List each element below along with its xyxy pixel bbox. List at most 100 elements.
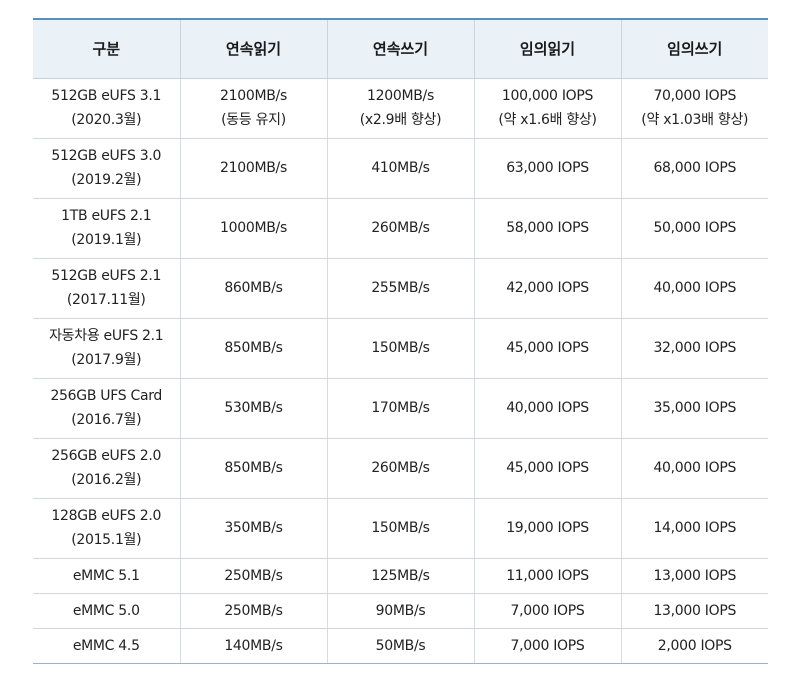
cell-rand-write: 2,000 IOPS — [620, 628, 768, 664]
table-body: 512GB eUFS 3.1 (2020.3월) 2100MB/s (동등 유지) 12… — [33, 78, 768, 664]
table-row: 128GB eUFS 2.0 (2015.1월) 350MB/s 150MB/s 19,… — [33, 498, 768, 559]
cell-category: eMMC 4.5 — [33, 628, 180, 664]
cell-text: 1200MB/s — [367, 88, 434, 104]
cell-category: 1TB eUFS 2.1 (2019.1월) — [33, 198, 180, 259]
cell-text: (2019.1월) — [71, 232, 142, 248]
cell-text: 7,000 IOPS — [510, 637, 585, 654]
header-rand-write: 임의쓰기 — [620, 18, 768, 79]
cell-rand-write: 70,000 IOPS (약 x1.03배 향상) — [620, 78, 768, 139]
cell-text: 250MB/s — [224, 567, 283, 584]
table-row: 256GB eUFS 2.0 (2016.2월) 850MB/s 260MB/s 45,… — [33, 438, 768, 499]
cell-text: 40,000 IOPS — [506, 400, 589, 416]
cell-text: 63,000 IOPS — [506, 160, 589, 176]
cell-seq-read: 850MB/s — [179, 438, 327, 499]
table-row: 256GB UFS Card (2016.7월) 530MB/s 170MB/s 40,… — [33, 378, 768, 439]
cell-text: 68,000 IOPS — [653, 160, 737, 176]
cell-text: 1000MB/s — [220, 220, 287, 236]
cell-text: 250MB/s — [224, 602, 283, 619]
cell-text: 410MB/s — [371, 160, 430, 176]
cell-text: (2016.7월) — [71, 412, 142, 428]
table-row: eMMC 5.0 250MB/s 90MB/s 7,000 IOPS 13,000 IO… — [33, 593, 768, 629]
cell-rand-write: 13,000 IOPS — [620, 558, 768, 594]
cell-text: 90MB/s — [375, 602, 426, 619]
spec-comparison-table: 구분 연속읽기 연속쓰기 임의읽기 임의쓰기 512GB eUFS 3.1 (20… — [33, 18, 768, 664]
cell-seq-write: 255MB/s — [326, 258, 474, 319]
cell-seq-read: 250MB/s — [179, 558, 327, 594]
cell-rand-read: 42,000 IOPS — [473, 258, 621, 319]
cell-text: 100,000 IOPS — [501, 88, 594, 104]
cell-seq-write: 125MB/s — [326, 558, 474, 594]
cell-text: 자동차용 eUFS 2.1 — [49, 328, 164, 344]
cell-seq-read: 2100MB/s — [179, 138, 327, 199]
cell-text: 512GB eUFS 3.0 — [51, 148, 162, 164]
cell-category: 512GB eUFS 3.0 (2019.2월) — [33, 138, 180, 199]
cell-text: 19,000 IOPS — [506, 520, 589, 536]
cell-text: 7,000 IOPS — [510, 602, 585, 619]
cell-text: 512GB eUFS 3.1 — [51, 88, 162, 104]
cell-text: 2,000 IOPS — [657, 637, 732, 654]
cell-text: 50,000 IOPS — [653, 220, 737, 236]
cell-rand-write: 14,000 IOPS — [620, 498, 768, 559]
cell-category: 128GB eUFS 2.0 (2015.1월) — [33, 498, 180, 559]
cell-text: 13,000 IOPS — [653, 602, 737, 619]
cell-text: 260MB/s — [371, 220, 430, 236]
cell-text: 45,000 IOPS — [506, 460, 589, 476]
cell-text: 128GB eUFS 2.0 — [51, 508, 162, 524]
table-header: 구분 연속읽기 연속쓰기 임의읽기 임의쓰기 — [33, 18, 768, 79]
cell-category: 512GB eUFS 2.1 (2017.11월) — [33, 258, 180, 319]
cell-seq-read: 250MB/s — [179, 593, 327, 629]
cell-rand-read: 7,000 IOPS — [473, 628, 621, 664]
cell-text: (2016.2월) — [71, 472, 142, 488]
cell-text: 42,000 IOPS — [506, 280, 589, 296]
cell-text: 40,000 IOPS — [653, 280, 737, 296]
cell-seq-write: 150MB/s — [326, 498, 474, 559]
cell-text: 2100MB/s — [220, 160, 287, 176]
cell-rand-write: 13,000 IOPS — [620, 593, 768, 629]
cell-seq-read: 1000MB/s — [179, 198, 327, 259]
cell-seq-read: 530MB/s — [179, 378, 327, 439]
table-row: 자동차용 eUFS 2.1 (2017.9월) 850MB/s 150MB/s 45,0… — [33, 318, 768, 379]
cell-text: 13,000 IOPS — [653, 567, 737, 584]
cell-seq-read: 860MB/s — [179, 258, 327, 319]
table-row: 512GB eUFS 2.1 (2017.11월) 860MB/s 255MB/s 42… — [33, 258, 768, 319]
cell-rand-write: 32,000 IOPS — [620, 318, 768, 379]
cell-text: 350MB/s — [224, 520, 283, 536]
cell-text: (2019.2월) — [71, 172, 142, 188]
table-row: eMMC 5.1 250MB/s 125MB/s 11,000 IOPS 13,000 … — [33, 558, 768, 594]
cell-text: 70,000 IOPS — [653, 88, 737, 104]
cell-text: 150MB/s — [371, 520, 430, 536]
cell-text: 255MB/s — [371, 280, 430, 296]
table-row: eMMC 4.5 140MB/s 50MB/s 7,000 IOPS 2,000 IOP… — [33, 628, 768, 664]
header-seq-read: 연속읽기 — [179, 18, 327, 79]
cell-rand-write: 68,000 IOPS — [620, 138, 768, 199]
cell-text: (2017.9월) — [71, 352, 142, 368]
cell-text: 32,000 IOPS — [653, 340, 737, 356]
cell-seq-write: 410MB/s — [326, 138, 474, 199]
cell-rand-read: 45,000 IOPS — [473, 318, 621, 379]
cell-text: 170MB/s — [371, 400, 430, 416]
cell-text: (x2.9배 향상) — [359, 112, 442, 128]
table-row: 1TB eUFS 2.1 (2019.1월) 1000MB/s 260MB/s 58,0… — [33, 198, 768, 259]
cell-category: 512GB eUFS 3.1 (2020.3월) — [33, 78, 180, 139]
cell-seq-write: 170MB/s — [326, 378, 474, 439]
cell-rand-read: 19,000 IOPS — [473, 498, 621, 559]
cell-text: eMMC 5.0 — [72, 602, 140, 619]
cell-text: eMMC 4.5 — [72, 637, 140, 654]
cell-rand-write: 40,000 IOPS — [620, 438, 768, 499]
cell-text: (약 x1.6배 향상) — [498, 112, 597, 128]
cell-rand-read: 100,000 IOPS (약 x1.6배 향상) — [473, 78, 621, 139]
cell-rand-read: 7,000 IOPS — [473, 593, 621, 629]
cell-rand-write: 40,000 IOPS — [620, 258, 768, 319]
cell-category: eMMC 5.0 — [33, 593, 180, 629]
cell-text: 850MB/s — [224, 460, 283, 476]
cell-rand-read: 40,000 IOPS — [473, 378, 621, 439]
header-row: 구분 연속읽기 연속쓰기 임의읽기 임의쓰기 — [33, 18, 768, 79]
cell-text: 850MB/s — [224, 340, 283, 356]
cell-text: (2017.11월) — [66, 292, 146, 308]
header-rand-read: 임의읽기 — [473, 18, 621, 79]
cell-rand-read: 58,000 IOPS — [473, 198, 621, 259]
cell-rand-read: 11,000 IOPS — [473, 558, 621, 594]
table-row: 512GB eUFS 3.0 (2019.2월) 2100MB/s 410MB/s 63… — [33, 138, 768, 199]
cell-seq-write: 50MB/s — [326, 628, 474, 664]
cell-category: 자동차용 eUFS 2.1 (2017.9월) — [33, 318, 180, 379]
